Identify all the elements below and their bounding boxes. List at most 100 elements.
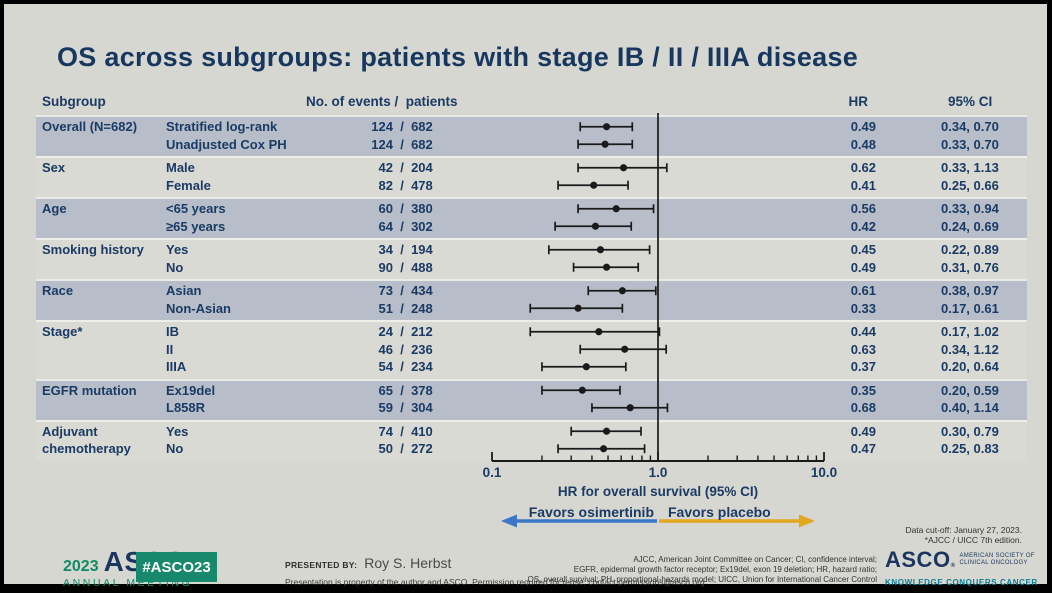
events-cell: 124 / 682 bbox=[336, 118, 456, 136]
table-row: Yes 34 / 194 0.45 0.22, 0.89 bbox=[36, 241, 1027, 259]
ci-cell: 0.24, 0.69 bbox=[941, 218, 999, 234]
ci-cell: 0.20, 0.64 bbox=[941, 359, 999, 374]
patients-count: 248 bbox=[411, 300, 433, 316]
events-cell: 51 / 248 bbox=[336, 300, 456, 318]
data-cutoff-line: Data cut-off: January 27, 2023. bbox=[905, 525, 1022, 535]
events-cell: 82 / 478 bbox=[336, 177, 456, 195]
events-count: 90 bbox=[378, 259, 393, 275]
row-label: Unadjusted Cox PH bbox=[166, 136, 287, 152]
hr-cell: 0.48 bbox=[850, 136, 876, 152]
row-label: <65 years bbox=[166, 201, 226, 216]
favors-right-label: Favors placebo bbox=[668, 504, 771, 520]
events-cell: 90 / 488 bbox=[336, 259, 456, 277]
events-cell: 124 / 682 bbox=[336, 136, 456, 154]
ci-cell: 0.17, 1.02 bbox=[941, 324, 999, 339]
patients-count: 302 bbox=[411, 218, 433, 234]
favors-left-label: Favors osimertinib bbox=[528, 504, 654, 520]
ci-cell: 0.38, 0.97 bbox=[941, 283, 999, 298]
events-separator: / bbox=[393, 283, 412, 298]
column-header-events: No. of events / patients bbox=[306, 94, 458, 109]
table-row: Asian 73 / 434 0.61 0.38, 0.97 bbox=[36, 282, 1027, 300]
hr-cell: 0.49 bbox=[850, 423, 876, 439]
hr-cell: 0.33 bbox=[850, 300, 876, 316]
table-row: II 46 / 236 0.63 0.34, 1.12 bbox=[36, 341, 1027, 359]
row-label: No bbox=[166, 441, 184, 456]
table-row: Non-Asian 51 / 248 0.33 0.17, 0.61 bbox=[36, 300, 1027, 318]
subgroup-band: EGFR mutation Ex19del 65 / 378 0.35 0.20, 0.… bbox=[36, 378, 1027, 420]
events-cell: 59 / 304 bbox=[336, 399, 456, 417]
subgroup-band: Race Asian 73 / 434 0.61 0.38, 0.97 Non-Asian… bbox=[36, 279, 1027, 320]
table-row: IB 24 / 212 0.44 0.17, 1.02 bbox=[36, 323, 1027, 341]
row-label: Non-Asian bbox=[166, 300, 231, 316]
events-cell: 54 / 234 bbox=[336, 358, 456, 376]
events-count: 24 bbox=[378, 324, 393, 339]
patients-count: 212 bbox=[411, 324, 433, 339]
asco-society-top-line: ASCO® AMERICAN SOCIETY OF CLINICAL ONCOL… bbox=[885, 549, 1038, 576]
events-cell: 60 / 380 bbox=[336, 200, 456, 218]
row-label: Asian bbox=[166, 283, 202, 298]
hr-cell: 0.63 bbox=[850, 341, 876, 357]
subgroup-label: EGFR mutation bbox=[42, 382, 137, 398]
row-label: Ex19del bbox=[166, 382, 216, 398]
subgroup-band: Overall (N=682) Stratified log-rank 124 / … bbox=[36, 115, 1027, 156]
asco-society-logo: ASCO® AMERICAN SOCIETY OF CLINICAL ONCOL… bbox=[885, 549, 1038, 588]
ci-cell: 0.33, 0.94 bbox=[941, 201, 999, 216]
events-cell: 42 / 204 bbox=[336, 159, 456, 177]
events-count: 34 bbox=[378, 242, 393, 257]
hr-cell: 0.41 bbox=[850, 177, 876, 193]
events-cell: 50 / 272 bbox=[336, 440, 456, 458]
events-separator: / bbox=[393, 119, 412, 134]
ci-cell: 0.34, 0.70 bbox=[941, 119, 999, 134]
table-row: No 50 / 272 0.47 0.25, 0.83 bbox=[36, 440, 1027, 458]
registered-mark-icon: ® bbox=[950, 563, 956, 569]
column-header-ci: 95% CI bbox=[948, 94, 993, 109]
ci-cell: 0.25, 0.66 bbox=[941, 177, 999, 193]
patients-count: 410 bbox=[411, 423, 433, 439]
subgroup-band: Sex Male 42 / 204 0.62 0.33, 1.13 Female 82 / … bbox=[36, 156, 1027, 197]
events-count: 74 bbox=[378, 423, 393, 439]
events-separator: / bbox=[393, 201, 412, 216]
ci-cell: 0.40, 1.14 bbox=[941, 400, 999, 415]
table-row: Yes 74 / 410 0.49 0.30, 0.79 bbox=[36, 423, 1027, 441]
subgroup-band: Adjuvant chemotherapy Yes 74 / 410 0.49 0.30… bbox=[36, 419, 1027, 461]
x-axis-title: HR for overall survival (95% CI) bbox=[557, 484, 759, 499]
events-count: 73 bbox=[378, 283, 393, 298]
ci-cell: 0.20, 0.59 bbox=[941, 382, 999, 398]
row-label: Yes bbox=[166, 423, 189, 439]
abbreviations-line: AJCC, American Joint Committee on Cancer… bbox=[633, 555, 877, 564]
ci-cell: 0.30, 0.79 bbox=[941, 423, 999, 439]
permission-disclaimer: Presentation is property of the author a… bbox=[285, 577, 705, 587]
events-count: 51 bbox=[378, 300, 393, 316]
ci-cell: 0.25, 0.83 bbox=[941, 441, 999, 456]
events-separator: / bbox=[393, 341, 412, 357]
table-row: IIIA 54 / 234 0.37 0.20, 0.64 bbox=[36, 358, 1027, 376]
patients-count: 478 bbox=[411, 177, 433, 193]
row-label: Female bbox=[166, 177, 211, 193]
hr-cell: 0.49 bbox=[850, 259, 876, 275]
events-count: 124 bbox=[371, 119, 393, 134]
hashtag-badge: #ASCO23 bbox=[136, 552, 217, 582]
events-separator: / bbox=[393, 441, 412, 456]
events-separator: / bbox=[393, 324, 412, 339]
events-count: 60 bbox=[378, 201, 393, 216]
subgroup-band: Smoking history Yes 34 / 194 0.45 0.22, 0.89… bbox=[36, 238, 1027, 279]
data-cutoff-note: Data cut-off: January 27, 2023. *AJCC / … bbox=[905, 525, 1022, 545]
subgroup-label: Overall (N=682) bbox=[42, 119, 138, 134]
events-separator: / bbox=[393, 259, 412, 275]
hr-cell: 0.35 bbox=[850, 382, 876, 398]
events-cell: 24 / 212 bbox=[336, 323, 456, 341]
presentation-slide: OS across subgroups: patients with stage… bbox=[4, 4, 1047, 589]
patients-count: 380 bbox=[411, 201, 433, 216]
abbreviations-line: EGFR, epidermal growth factor receptor; … bbox=[573, 564, 877, 574]
patients-count: 682 bbox=[411, 136, 433, 152]
hr-cell: 0.49 bbox=[850, 119, 876, 134]
patients-count: 488 bbox=[411, 259, 433, 275]
patients-count: 378 bbox=[411, 382, 433, 398]
patients-count: 682 bbox=[411, 119, 433, 134]
patients-count: 434 bbox=[411, 283, 433, 298]
events-separator: / bbox=[393, 423, 412, 439]
events-count: 59 bbox=[378, 400, 393, 415]
events-cell: 64 / 302 bbox=[336, 218, 456, 236]
events-cell: 73 / 434 bbox=[336, 282, 456, 300]
events-separator: / bbox=[393, 160, 412, 175]
